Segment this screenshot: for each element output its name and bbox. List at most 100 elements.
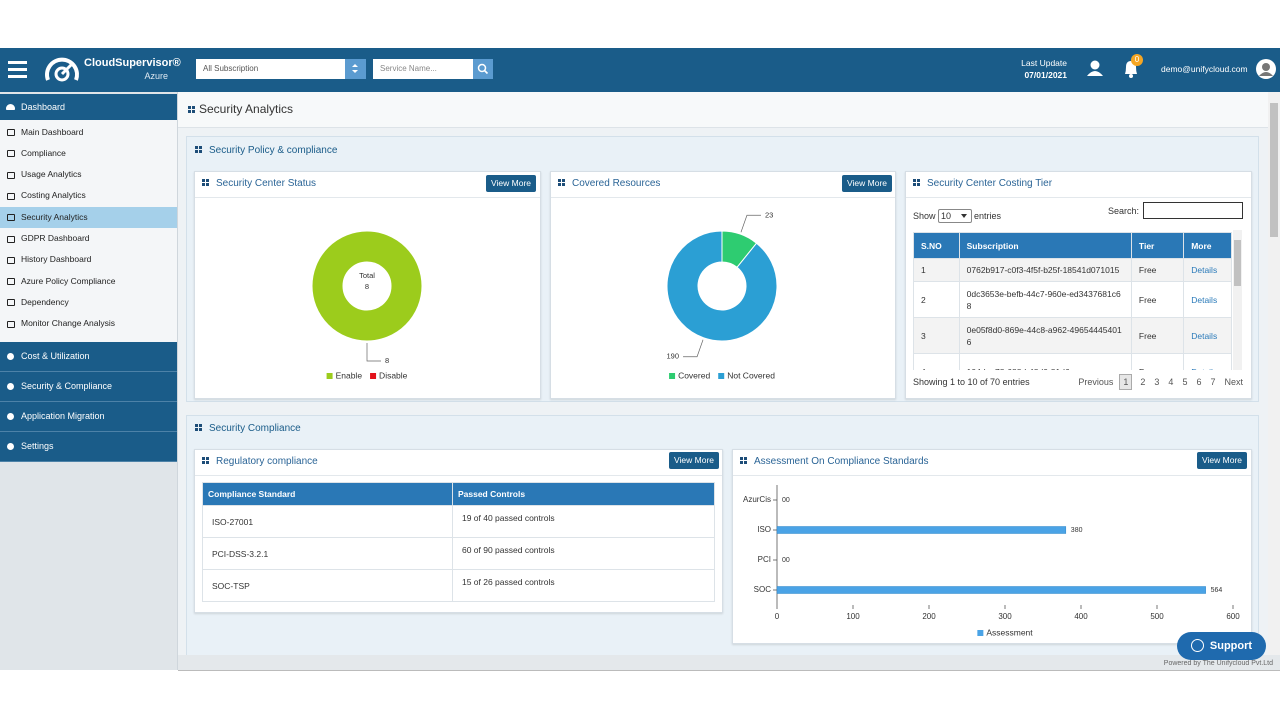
page-button[interactable]: 7 [1210,377,1216,387]
menu-label: Usage Analytics [21,169,82,180]
submenu-bg [0,120,177,342]
details-link[interactable]: Details [1183,317,1232,354]
page-button[interactable]: 4 [1168,377,1174,387]
section-label: Application Migration [21,411,105,421]
dashboard-label: Dashboard [21,102,66,112]
section-title: Security Compliance [194,423,301,435]
page-button[interactable]: 6 [1196,377,1202,387]
menu-section[interactable] [0,342,177,372]
page-button[interactable]: 5 [1182,377,1188,387]
page-button[interactable]: 2 [1140,377,1146,387]
decoration [8,75,27,78]
menu-button[interactable] [8,61,27,78]
menu-label: Dependency [21,296,69,307]
page-button[interactable]: 1 [1119,374,1133,390]
decoration [1262,63,1270,71]
table-cell: 4 [913,353,960,370]
decoration [188,105,191,109]
decoration [1259,72,1273,76]
page-title: Security Analytics [187,103,293,115]
menu-section[interactable] [0,432,177,462]
panel-title: Security Center Status [201,178,316,190]
decoration [740,457,743,461]
header-row: Compliance Standard Passed Controls [202,482,716,506]
panel-title: Regulatory compliance [201,456,318,468]
column-header[interactable]: S.NO [913,232,960,259]
decoration [54,66,70,82]
table-cell: Free [1130,258,1185,282]
menu-section[interactable] [0,402,177,432]
brand: CloudSupervisor® [84,57,181,69]
panel-title: Assessment On Compliance Standards [739,456,929,468]
section-label: Security & Compliance [21,381,113,391]
search-button[interactable] [473,59,493,79]
support-button[interactable]: Support [1177,632,1266,660]
last-update: 07/01/2021 [1024,70,1067,80]
column-header: Passed Controls [451,482,716,506]
section-icon [7,353,14,360]
menu-item[interactable] [0,207,177,229]
table-cell: PCI-DSS-3.2.1 [202,537,453,570]
decoration [551,197,895,198]
decoration [8,68,27,71]
status-panel [194,171,541,399]
table-cell: 104dae78-688d-48d0-81d6- [958,353,1132,370]
decoration [195,424,198,428]
dashboard-header[interactable] [0,94,177,120]
decoration [1090,60,1100,70]
table-cell: Free [1130,281,1185,318]
page-button[interactable]: 3 [1154,377,1160,387]
table-cell: Free [1130,317,1185,354]
details-link[interactable]: Details [1183,258,1232,282]
table-cell: 60 of 90 passed controls [451,537,716,570]
menu-icon [7,129,15,136]
user-email[interactable]: demo@unifycloud.com [1161,64,1248,74]
menu-section[interactable] [0,372,177,402]
search-input[interactable] [1143,202,1243,219]
view-more-button[interactable]: View More [842,175,892,192]
decoration [733,475,1251,476]
decoration [1129,74,1133,78]
logo [45,57,79,82]
panel-title: Security Center Costing Tier [912,178,1052,190]
next-button[interactable]: Next [1224,377,1243,387]
decoration [202,457,205,461]
subscription-select[interactable] [196,59,366,79]
decoration [913,179,916,183]
panel-title-text: Security Center Status [216,178,317,189]
column-header[interactable]: More [1183,232,1232,259]
column-header[interactable]: Tier [1130,232,1185,259]
decoration [1087,71,1103,76]
table-cell: 19 of 40 passed controls [451,505,716,538]
view-more-button[interactable]: View More [669,452,719,469]
details-link[interactable]: Details [1183,281,1232,318]
column-header[interactable]: Subscription [958,232,1132,259]
table-cell: 15 of 26 passed controls [451,569,716,602]
user-icon[interactable] [1085,58,1105,78]
assessment-panel [732,449,1252,644]
section-icon [7,413,14,420]
table-row: ISO-27001 19 of 40 passed controls [202,505,716,538]
table-cell: Free [1130,353,1185,370]
avatar[interactable] [1255,58,1277,80]
subscription-text: All Subscription [203,64,259,73]
table-cell: SOC-TSP [202,569,453,602]
page-size-select[interactable] [938,209,972,223]
section-title-text: Security Compliance [209,423,301,434]
menu-label: Monitor Change Analysis [21,318,116,329]
panel-title-text: Assessment On Compliance Standards [754,456,929,467]
table-row: 2 0dc3653e-befb-44c7-960e-ed3437681c68 Fre… [913,281,1232,318]
view-more-button[interactable]: View More [1197,452,1247,469]
service-input[interactable] [373,59,473,79]
table-scrollbar [1233,230,1242,370]
section-icon [7,443,14,450]
covered-panel [550,171,896,399]
details-link[interactable]: Details [1183,353,1232,370]
decoration [473,59,493,79]
previous-button[interactable]: Previous [1078,377,1114,387]
view-more-button[interactable]: View More [486,175,536,192]
decoration [483,69,489,75]
search-label: Search: [1107,206,1139,216]
